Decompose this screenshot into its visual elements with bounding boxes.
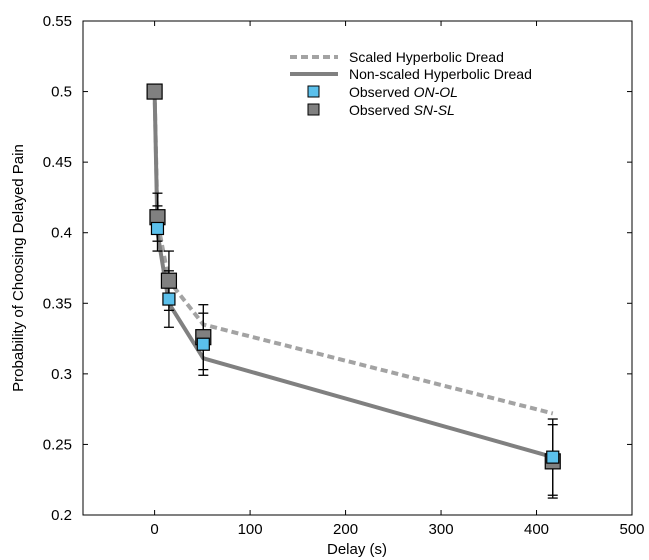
y-tick-label: 0.25 (43, 436, 72, 453)
x-tick-label: 400 (524, 521, 549, 538)
y-tick-label: 0.45 (43, 154, 72, 171)
sn-sl-marker (146, 83, 163, 100)
y-tick-label: 0.2 (51, 507, 72, 524)
y-axis-label: Probability of Choosing Delayed Pain (10, 144, 27, 392)
x-tick-label: 500 (619, 521, 644, 538)
x-tick-label: 200 (333, 521, 358, 538)
on-ol-marker (196, 337, 210, 351)
y-tick-label: 0.35 (43, 295, 72, 312)
x-tick-label: 100 (238, 521, 263, 538)
y-tick-label: 0.55 (43, 13, 72, 30)
x-tick-label: 300 (429, 521, 454, 538)
legend-label: Observed SN-SL (349, 102, 455, 118)
sn-sl-marker (160, 272, 178, 289)
legend-label: Non-scaled Hyperbolic Dread (349, 66, 532, 82)
on-ol-marker (150, 221, 165, 236)
legend-marker-swatch (307, 85, 320, 98)
plot-area (82, 20, 633, 516)
on-ol-marker (546, 450, 560, 464)
y-tick-label: 0.3 (51, 366, 72, 383)
legend-label: Scaled Hyperbolic Dread (349, 49, 504, 65)
legend-marker-swatch (307, 103, 320, 116)
on-ol-marker (162, 292, 176, 306)
y-tick-label: 0.4 (51, 225, 72, 242)
x-tick-label: 0 (150, 521, 158, 538)
x-axis-label: Delay (s) (327, 541, 387, 558)
legend-label: Observed ON-OL (349, 84, 458, 100)
y-tick-label: 0.5 (51, 84, 72, 101)
